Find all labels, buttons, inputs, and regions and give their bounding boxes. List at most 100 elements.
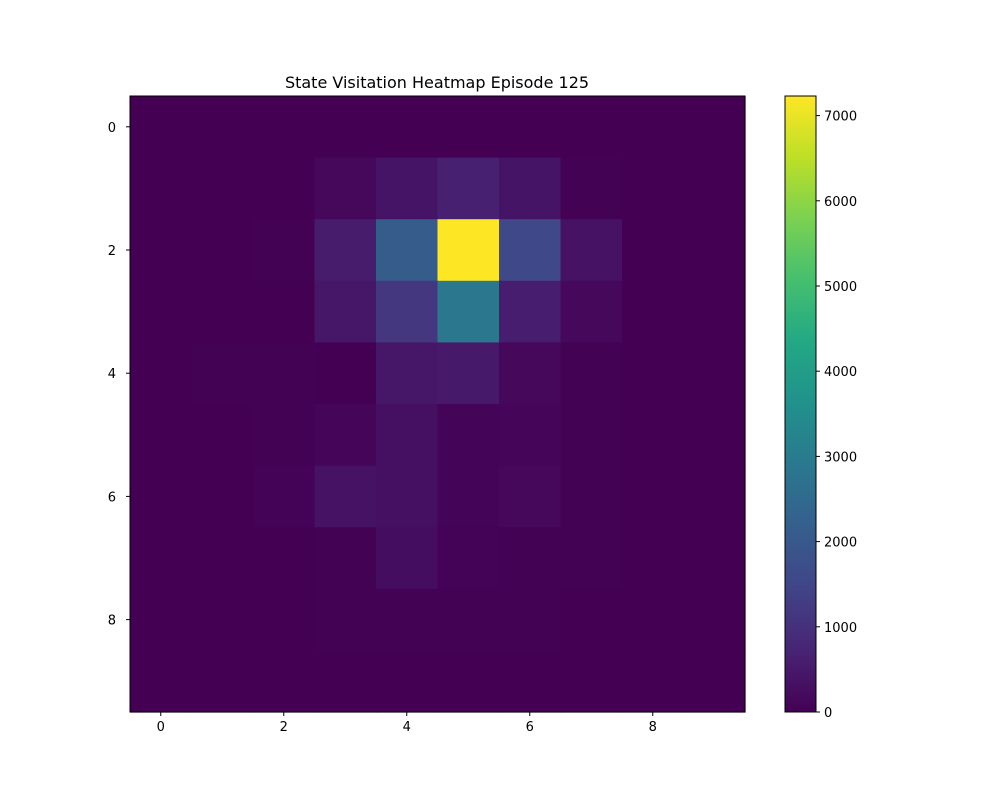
- heatmap-cell: [499, 650, 562, 713]
- heatmap-cell: [499, 342, 562, 405]
- heatmap-cell: [376, 342, 439, 405]
- heatmap-cell: [683, 650, 746, 713]
- heatmap-cell: [622, 280, 685, 343]
- colorbar: [784, 95, 817, 713]
- heatmap-cell: [560, 588, 623, 651]
- heatmap-cell: [499, 527, 562, 590]
- heatmap-cell: [622, 588, 685, 651]
- heatmap-cell: [130, 342, 193, 405]
- heatmap-cell: [560, 404, 623, 467]
- x-tick-label: 6: [526, 720, 534, 735]
- heatmap-cell: [376, 219, 439, 282]
- heatmap-cell: [622, 404, 685, 467]
- heatmap-cell: [437, 157, 500, 220]
- heatmap-cell: [622, 219, 685, 282]
- heatmap-cell: [314, 219, 377, 282]
- heatmap-cell: [560, 650, 623, 713]
- heatmap-cell: [622, 650, 685, 713]
- heatmap-cell: [560, 219, 623, 282]
- heatmap-cell: [622, 342, 685, 405]
- heatmap-cell: [314, 342, 377, 405]
- heatmap-cell: [376, 588, 439, 651]
- heatmap-cell: [376, 650, 439, 713]
- heatmap-cell: [191, 588, 254, 651]
- heatmap-cell: [683, 588, 746, 651]
- y-tick-label: 2: [108, 244, 116, 259]
- heatmap-cell: [191, 157, 254, 220]
- x-tick-label: 2: [280, 720, 288, 735]
- colorbar-tick-label: 2000: [824, 536, 857, 551]
- heatmap-cell: [560, 280, 623, 343]
- heatmap-cell: [683, 157, 746, 220]
- x-tick-label: 0: [157, 720, 165, 735]
- heatmap-cell: [622, 527, 685, 590]
- heatmap-cell: [560, 96, 623, 159]
- chart-title: State Visitation Heatmap Episode 125: [285, 73, 589, 92]
- heatmap-cell: [314, 404, 377, 467]
- heatmap-cell: [130, 650, 193, 713]
- heatmap-cell: [560, 465, 623, 528]
- heatmap-cell: [314, 465, 377, 528]
- heatmap-cell: [376, 404, 439, 467]
- heatmap-cell: [560, 157, 623, 220]
- y-tick-label: 0: [108, 121, 116, 136]
- heatmap-cell: [499, 157, 562, 220]
- heatmap-cell: [437, 650, 500, 713]
- heatmap-cell: [130, 588, 193, 651]
- y-tick-label: 6: [108, 490, 116, 505]
- heatmap-cell: [253, 96, 316, 159]
- heatmap-cell: [253, 219, 316, 282]
- colorbar-tick-label: 6000: [824, 195, 857, 210]
- heatmap-cell: [376, 465, 439, 528]
- heatmap-cell: [314, 650, 377, 713]
- heatmap-cell: [191, 96, 254, 159]
- heatmap-cell: [130, 465, 193, 528]
- heatmap-cell: [314, 157, 377, 220]
- heatmap-cells: [130, 96, 746, 713]
- heatmap-cell: [253, 527, 316, 590]
- heatmap-cell: [376, 96, 439, 159]
- heatmap-cell: [130, 527, 193, 590]
- heatmap-cell: [499, 588, 562, 651]
- heatmap-cell: [253, 650, 316, 713]
- heatmap-cell: [253, 588, 316, 651]
- plot-frame: [129, 95, 746, 713]
- heatmap-cell: [253, 342, 316, 405]
- heatmap-cell: [622, 96, 685, 159]
- heatmap-cell: [622, 157, 685, 220]
- colorbar-tick-label: 1000: [824, 621, 857, 636]
- colorbar-tick-label: 7000: [824, 110, 857, 125]
- heatmap-cell: [314, 96, 377, 159]
- heatmap-cell: [314, 588, 377, 651]
- y-tick-label: 4: [108, 367, 116, 382]
- colorbar-tick-label: 4000: [824, 365, 857, 380]
- heatmap-cell: [683, 527, 746, 590]
- heatmap-cell: [437, 96, 500, 159]
- heatmap-cell: [191, 404, 254, 467]
- heatmap-cell: [683, 280, 746, 343]
- heatmap-cell: [130, 404, 193, 467]
- heatmap-cell: [499, 465, 562, 528]
- x-tick-label: 4: [403, 720, 411, 735]
- heatmap-cell: [683, 465, 746, 528]
- heatmap-cell: [499, 96, 562, 159]
- heatmap-cell: [437, 219, 500, 282]
- heatmap-cell: [253, 280, 316, 343]
- heatmap-cell: [191, 465, 254, 528]
- heatmap-cell: [191, 280, 254, 343]
- heatmap-cell: [191, 650, 254, 713]
- x-axis: 0 2 4 6 8: [157, 712, 657, 735]
- heatmap-cell: [437, 527, 500, 590]
- y-tick-label: 8: [108, 614, 116, 629]
- heatmap-cell: [130, 96, 193, 159]
- colorbar-axis: 0 1000 2000 3000 4000 5000 6000 7000: [816, 110, 857, 721]
- heatmap-cell: [499, 404, 562, 467]
- heatmap-cell: [683, 96, 746, 159]
- heatmap-cell: [437, 280, 500, 343]
- heatmap-cell: [499, 219, 562, 282]
- heatmap-cell: [437, 465, 500, 528]
- heatmap-cell: [253, 404, 316, 467]
- heatmap-cell: [437, 588, 500, 651]
- heatmap-cell: [560, 342, 623, 405]
